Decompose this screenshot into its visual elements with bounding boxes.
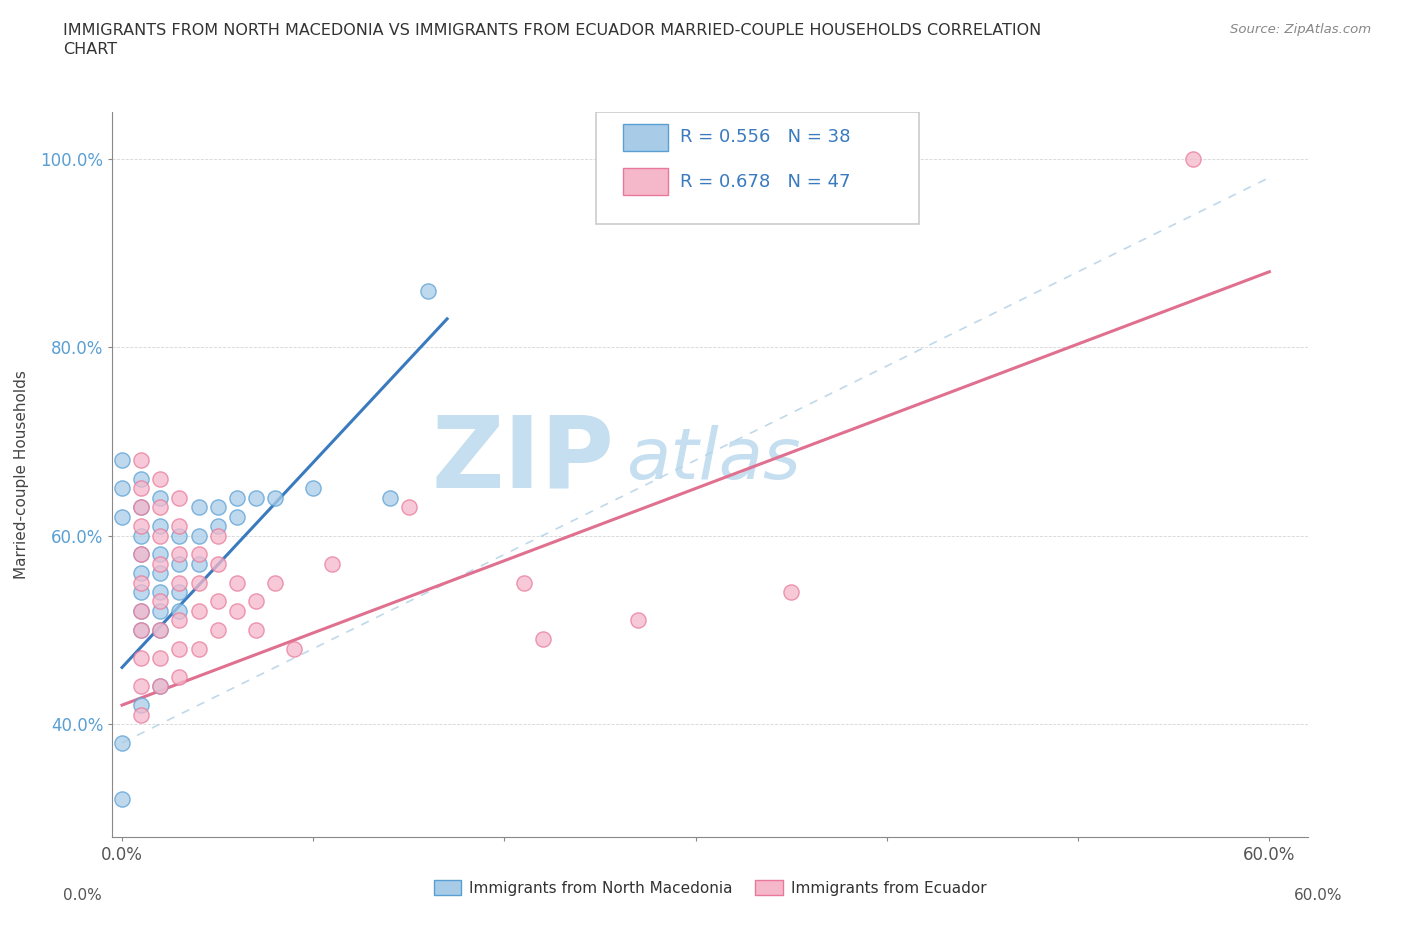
Point: [169, 585, 191, 600]
Point: [149, 585, 172, 600]
Point: [245, 594, 267, 609]
Point: [111, 453, 134, 468]
Point: [207, 528, 229, 543]
Point: [378, 490, 401, 505]
Point: [149, 490, 172, 505]
Legend: Immigrants from North Macedonia, Immigrants from Ecuador: Immigrants from North Macedonia, Immigra…: [427, 873, 993, 902]
Point: [111, 510, 134, 525]
Point: [111, 481, 134, 496]
Point: [169, 490, 191, 505]
Point: [169, 519, 191, 534]
Point: [149, 679, 172, 694]
Text: 60.0%: 60.0%: [1295, 888, 1343, 903]
Point: [129, 622, 152, 637]
FancyBboxPatch shape: [623, 167, 668, 195]
Point: [129, 651, 152, 666]
Point: [169, 556, 191, 571]
Point: [225, 604, 247, 618]
Point: [111, 791, 134, 806]
Point: [149, 556, 172, 571]
Point: [149, 565, 172, 580]
Point: [780, 585, 803, 600]
Point: [149, 499, 172, 514]
Text: R = 0.678   N = 47: R = 0.678 N = 47: [681, 173, 851, 191]
Point: [321, 556, 343, 571]
Point: [149, 547, 172, 562]
Point: [129, 528, 152, 543]
Text: Source: ZipAtlas.com: Source: ZipAtlas.com: [1230, 23, 1371, 36]
Point: [149, 679, 172, 694]
Point: [129, 499, 152, 514]
Point: [129, 575, 152, 590]
Point: [129, 547, 152, 562]
Point: [111, 736, 134, 751]
Point: [187, 528, 209, 543]
Point: [225, 510, 247, 525]
Point: [512, 575, 534, 590]
FancyBboxPatch shape: [623, 124, 668, 152]
Point: [169, 641, 191, 656]
Point: [149, 519, 172, 534]
Point: [207, 499, 229, 514]
Text: IMMIGRANTS FROM NORTH MACEDONIA VS IMMIGRANTS FROM ECUADOR MARRIED-COUPLE HOUSEH: IMMIGRANTS FROM NORTH MACEDONIA VS IMMIG…: [63, 23, 1042, 38]
Text: CHART: CHART: [63, 42, 117, 57]
Point: [245, 490, 267, 505]
Point: [627, 613, 650, 628]
Point: [149, 528, 172, 543]
Point: [129, 453, 152, 468]
Point: [416, 283, 439, 298]
Point: [207, 594, 229, 609]
Text: 0.0%: 0.0%: [63, 888, 103, 903]
Point: [149, 472, 172, 486]
Point: [129, 547, 152, 562]
Point: [129, 679, 152, 694]
Point: [129, 707, 152, 722]
Point: [225, 575, 247, 590]
Point: [187, 604, 209, 618]
Point: [187, 499, 209, 514]
Point: [1181, 152, 1204, 166]
Text: ZIP: ZIP: [432, 411, 614, 509]
Point: [129, 499, 152, 514]
Point: [187, 556, 209, 571]
Point: [129, 698, 152, 712]
Point: [225, 490, 247, 505]
Point: [149, 594, 172, 609]
Point: [149, 622, 172, 637]
Point: [129, 604, 152, 618]
Point: [283, 641, 305, 656]
FancyBboxPatch shape: [596, 112, 920, 224]
Point: [129, 472, 152, 486]
Point: [149, 604, 172, 618]
Point: [302, 481, 325, 496]
Point: [169, 575, 191, 590]
Point: [149, 622, 172, 637]
Point: [398, 499, 420, 514]
Point: [245, 622, 267, 637]
Point: [129, 481, 152, 496]
Point: [129, 519, 152, 534]
Point: [169, 670, 191, 684]
Text: R = 0.556   N = 38: R = 0.556 N = 38: [681, 128, 851, 146]
Point: [207, 519, 229, 534]
Point: [169, 528, 191, 543]
Point: [187, 547, 209, 562]
Point: [169, 604, 191, 618]
Point: [264, 575, 287, 590]
Y-axis label: Married-couple Households: Married-couple Households: [14, 370, 30, 578]
Text: atlas: atlas: [627, 425, 801, 494]
Point: [129, 604, 152, 618]
Point: [264, 490, 287, 505]
Point: [531, 631, 554, 646]
Point: [207, 622, 229, 637]
Point: [169, 547, 191, 562]
Point: [207, 556, 229, 571]
Point: [129, 565, 152, 580]
Point: [149, 651, 172, 666]
Point: [129, 585, 152, 600]
Point: [129, 622, 152, 637]
Point: [169, 613, 191, 628]
Point: [187, 641, 209, 656]
Point: [187, 575, 209, 590]
